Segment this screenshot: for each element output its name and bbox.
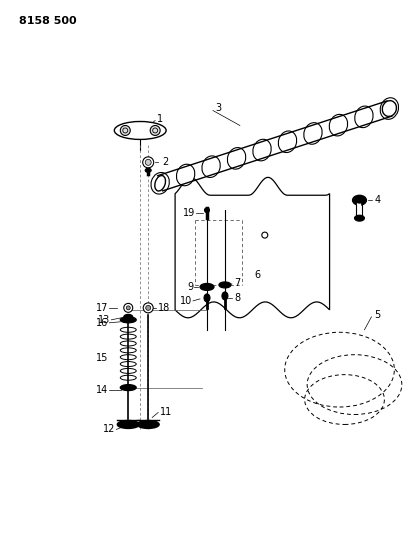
Text: 9: 9 [187, 282, 193, 292]
Text: 17: 17 [96, 303, 109, 313]
Ellipse shape [278, 131, 297, 152]
Text: 3: 3 [215, 102, 221, 112]
Ellipse shape [124, 314, 133, 319]
Text: 19: 19 [183, 208, 195, 218]
Circle shape [120, 125, 130, 135]
Text: 13: 13 [98, 315, 110, 325]
Circle shape [126, 306, 130, 310]
Text: 14: 14 [96, 385, 109, 394]
Ellipse shape [222, 284, 229, 286]
Ellipse shape [145, 168, 151, 172]
Ellipse shape [137, 421, 159, 429]
Text: 18: 18 [158, 303, 171, 313]
Ellipse shape [355, 106, 373, 127]
Text: 10: 10 [180, 296, 192, 306]
Circle shape [124, 303, 133, 312]
Ellipse shape [120, 317, 136, 323]
Ellipse shape [227, 148, 246, 169]
Polygon shape [175, 177, 330, 318]
Text: 8: 8 [234, 293, 240, 303]
Ellipse shape [382, 101, 397, 116]
Text: 2: 2 [162, 157, 169, 167]
Ellipse shape [151, 173, 169, 194]
Ellipse shape [203, 285, 211, 289]
Text: 15: 15 [96, 353, 109, 362]
Ellipse shape [205, 208, 210, 213]
Text: 1: 1 [157, 114, 163, 124]
Ellipse shape [380, 98, 399, 119]
Ellipse shape [222, 292, 228, 300]
Text: 4: 4 [374, 195, 381, 205]
Circle shape [143, 157, 154, 168]
Ellipse shape [114, 122, 166, 140]
Ellipse shape [176, 164, 195, 186]
Ellipse shape [200, 284, 214, 290]
Text: 8158 500: 8158 500 [18, 16, 76, 26]
Ellipse shape [117, 421, 139, 429]
Circle shape [143, 303, 153, 313]
Text: 5: 5 [374, 310, 381, 320]
Ellipse shape [202, 156, 220, 177]
Ellipse shape [329, 115, 348, 136]
Circle shape [146, 305, 151, 310]
Circle shape [145, 159, 151, 165]
Ellipse shape [253, 139, 271, 161]
Ellipse shape [304, 123, 322, 144]
Ellipse shape [355, 197, 364, 203]
Text: 11: 11 [160, 407, 172, 416]
Text: 16: 16 [96, 318, 109, 328]
Ellipse shape [204, 294, 210, 302]
Ellipse shape [355, 215, 365, 221]
Ellipse shape [219, 282, 231, 288]
Ellipse shape [353, 195, 367, 205]
Circle shape [150, 125, 160, 135]
Ellipse shape [155, 175, 166, 191]
Circle shape [262, 232, 268, 238]
Ellipse shape [120, 385, 136, 391]
Text: 7: 7 [234, 278, 240, 288]
Text: 6: 6 [255, 270, 261, 280]
Text: 12: 12 [103, 424, 115, 434]
